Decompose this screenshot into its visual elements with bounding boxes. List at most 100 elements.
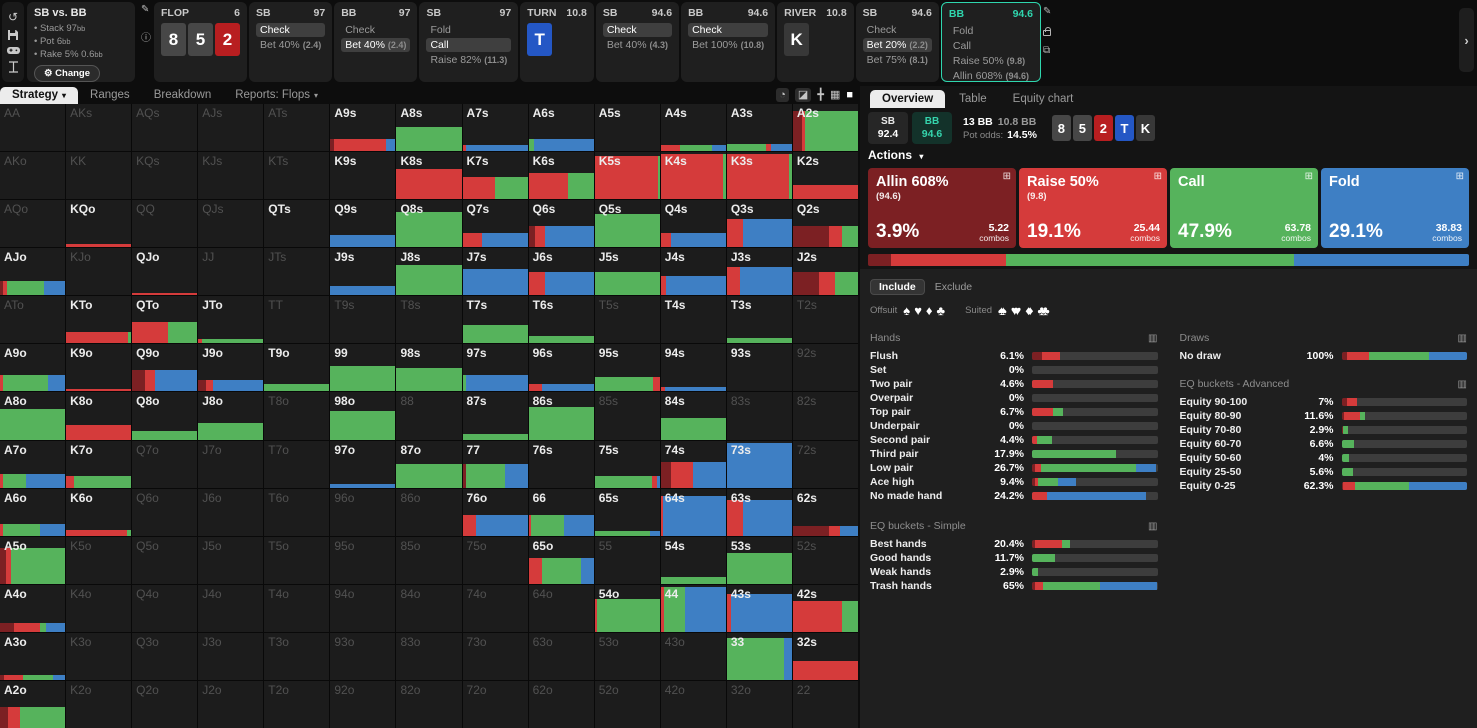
matrix-cell-T7s[interactable]: T7s bbox=[462, 296, 528, 344]
matrix-cell-J8o[interactable]: J8o bbox=[198, 392, 264, 440]
matrix-cell-95s[interactable]: 95s bbox=[594, 344, 660, 392]
node-action-fold[interactable]: Fold bbox=[949, 24, 1033, 38]
matrix-cell-T6s[interactable]: T6s bbox=[528, 296, 594, 344]
matrix-cell-75s[interactable]: 75s bbox=[594, 440, 660, 488]
matrix-cell-97s[interactable]: 97s bbox=[462, 344, 528, 392]
matrix-cell-A2s[interactable]: A2s bbox=[792, 104, 858, 152]
tree-node-turn-4[interactable]: TURN 10.8 T bbox=[520, 2, 594, 82]
matrix-cell-76s[interactable]: 76s bbox=[528, 440, 594, 488]
matrix-cell-KQo[interactable]: KQo bbox=[66, 200, 132, 248]
matrix-cell-86o[interactable]: 86o bbox=[396, 488, 462, 536]
columns-icon[interactable]: ▥ bbox=[1457, 332, 1467, 344]
tree-node-bb-9[interactable]: BB 94.6 Fold Call Raise 50% (9.8) Allin 608% (9… bbox=[940, 2, 1042, 82]
hands-row-set[interactable]: Set 0% bbox=[870, 363, 1158, 377]
matrix-cell-44[interactable]: 44 bbox=[660, 584, 726, 632]
matrix-cell-82s[interactable]: 82s bbox=[792, 392, 858, 440]
matrix-cell-QTo[interactable]: QTo bbox=[132, 296, 198, 344]
matrix-cell-Q5s[interactable]: Q5s bbox=[594, 200, 660, 248]
matrix-cell-62o[interactable]: 62o bbox=[528, 680, 594, 728]
matrix-cell-99[interactable]: 99 bbox=[330, 344, 396, 392]
eq-advanced-row-equity-50-60[interactable]: Equity 50-60 4% bbox=[1180, 451, 1467, 465]
matrix-cell-43o[interactable]: 43o bbox=[660, 632, 726, 680]
eq-simple-row-best-hands[interactable]: Best hands 20.4% bbox=[870, 537, 1158, 551]
matrix-cell-82o[interactable]: 82o bbox=[396, 680, 462, 728]
filled-square-icon[interactable]: ■ bbox=[846, 89, 853, 101]
matrix-cell-Q4s[interactable]: Q4s bbox=[660, 200, 726, 248]
eq-simple-row-weak-hands[interactable]: Weak hands 2.9% bbox=[870, 565, 1158, 579]
expand-grid-icon[interactable]: ⊞ bbox=[1455, 171, 1464, 182]
tab-breakdown[interactable]: Breakdown bbox=[153, 89, 212, 101]
matrix-cell-ATs[interactable]: ATs bbox=[264, 104, 330, 152]
matrix-cell-A5s[interactable]: A5s bbox=[594, 104, 660, 152]
grid-icon[interactable]: ▦ bbox=[829, 89, 841, 101]
matrix-cell-K3s[interactable]: K3s bbox=[726, 152, 792, 200]
node-action-bet-40-[interactable]: Bet 40% (4.3) bbox=[603, 38, 672, 52]
eq-advanced-row-equity-70-80[interactable]: Equity 70-80 2.9% bbox=[1180, 423, 1467, 437]
node-action-call[interactable]: Call bbox=[426, 38, 512, 52]
reset-icon[interactable]: ↺ bbox=[7, 9, 19, 24]
matrix-cell-73s[interactable]: 73s bbox=[726, 440, 792, 488]
node-action-raise-82-[interactable]: Raise 82% (11.3) bbox=[426, 53, 511, 67]
hands-row-second-pair[interactable]: Second pair 4.4% bbox=[870, 433, 1158, 447]
matrix-cell-A6s[interactable]: A6s bbox=[528, 104, 594, 152]
player-box-sb[interactable]: SB 92.4 bbox=[868, 112, 908, 144]
matrix-cell-QQ[interactable]: QQ bbox=[132, 200, 198, 248]
hands-row-top-pair[interactable]: Top pair 6.7% bbox=[870, 405, 1158, 419]
tab-table[interactable]: Table bbox=[959, 93, 987, 105]
matrix-cell-85o[interactable]: 85o bbox=[396, 536, 462, 584]
matrix-cell-J3o[interactable]: J3o bbox=[198, 632, 264, 680]
matrix-cell-54s[interactable]: 54s bbox=[660, 536, 726, 584]
node-action-check[interactable]: Check bbox=[341, 23, 410, 37]
exclude-toggle[interactable]: Exclude bbox=[934, 281, 973, 293]
matrix-cell-97o[interactable]: 97o bbox=[330, 440, 396, 488]
pencil-icon[interactable]: ✎ bbox=[1043, 6, 1052, 17]
matrix-cell-KJs[interactable]: KJs bbox=[198, 152, 264, 200]
matrix-cell-T7o[interactable]: T7o bbox=[264, 440, 330, 488]
matrix-cell-22[interactable]: 22 bbox=[792, 680, 858, 728]
hands-row-low-pair[interactable]: Low pair 26.7% bbox=[870, 461, 1158, 475]
matrix-cell-74s[interactable]: 74s bbox=[660, 440, 726, 488]
matrix-cell-ATo[interactable]: ATo bbox=[0, 296, 66, 344]
matrix-cell-T3s[interactable]: T3s bbox=[726, 296, 792, 344]
tab-equity-chart[interactable]: Equity chart bbox=[1012, 93, 1074, 105]
matrix-cell-J7o[interactable]: J7o bbox=[198, 440, 264, 488]
matrix-cell-66[interactable]: 66 bbox=[528, 488, 594, 536]
diamond-icon[interactable]: ♦ bbox=[925, 302, 933, 318]
matrix-cell-87s[interactable]: 87s bbox=[462, 392, 528, 440]
columns-icon[interactable]: ▥ bbox=[1148, 520, 1158, 532]
matrix-cell-98o[interactable]: 98o bbox=[330, 392, 396, 440]
matrix-cell-Q9s[interactable]: Q9s bbox=[330, 200, 396, 248]
pencil-icon[interactable]: ✎ bbox=[141, 4, 150, 15]
matrix-cell-96o[interactable]: 96o bbox=[330, 488, 396, 536]
matrix-cell-32o[interactable]: 32o bbox=[726, 680, 792, 728]
eq-simple-row-good-hands[interactable]: Good hands 11.7% bbox=[870, 551, 1158, 565]
matrix-cell-64o[interactable]: 64o bbox=[528, 584, 594, 632]
tab-overview[interactable]: Overview bbox=[870, 90, 946, 108]
matrix-cell-53s[interactable]: 53s bbox=[726, 536, 792, 584]
matrix-cell-55[interactable]: 55 bbox=[594, 536, 660, 584]
action-card-call[interactable]: Call 47.9% 63.78 combos ⊞ bbox=[1170, 168, 1318, 248]
matrix-cell-AQo[interactable]: AQo bbox=[0, 200, 66, 248]
matrix-cell-J4s[interactable]: J4s bbox=[660, 248, 726, 296]
include-toggle[interactable]: Include bbox=[870, 279, 925, 295]
matrix-cell-AKs[interactable]: AKs bbox=[66, 104, 132, 152]
matrix-cell-JTs[interactable]: JTs bbox=[264, 248, 330, 296]
expand-grid-icon[interactable]: ⊞ bbox=[1002, 171, 1011, 182]
eq-advanced-row-equity-80-90[interactable]: Equity 80-90 11.6% bbox=[1180, 409, 1467, 423]
matrix-cell-93o[interactable]: 93o bbox=[330, 632, 396, 680]
matrix-cell-T6o[interactable]: T6o bbox=[264, 488, 330, 536]
tree-node-bb-2[interactable]: BB 97 Check Bet 40% (2.4) bbox=[334, 2, 418, 82]
matrix-cell-84s[interactable]: 84s bbox=[660, 392, 726, 440]
matrix-cell-84o[interactable]: 84o bbox=[396, 584, 462, 632]
tree-node-river-7[interactable]: RIVER 10.8 K bbox=[777, 2, 854, 82]
matrix-cell-J2o[interactable]: J2o bbox=[198, 680, 264, 728]
player-box-bb[interactable]: BB 94.6 bbox=[912, 112, 952, 144]
matrix-cell-76o[interactable]: 76o bbox=[462, 488, 528, 536]
matrix-cell-33[interactable]: 33 bbox=[726, 632, 792, 680]
matrix-cell-Q7o[interactable]: Q7o bbox=[132, 440, 198, 488]
tab-reports-flops[interactable]: Reports: Flops ▾ bbox=[235, 89, 319, 101]
matrix-cell-52s[interactable]: 52s bbox=[792, 536, 858, 584]
hands-row-third-pair[interactable]: Third pair 17.9% bbox=[870, 447, 1158, 461]
matrix-cell-A8s[interactable]: A8s bbox=[396, 104, 462, 152]
matrix-cell-K5o[interactable]: K5o bbox=[66, 536, 132, 584]
